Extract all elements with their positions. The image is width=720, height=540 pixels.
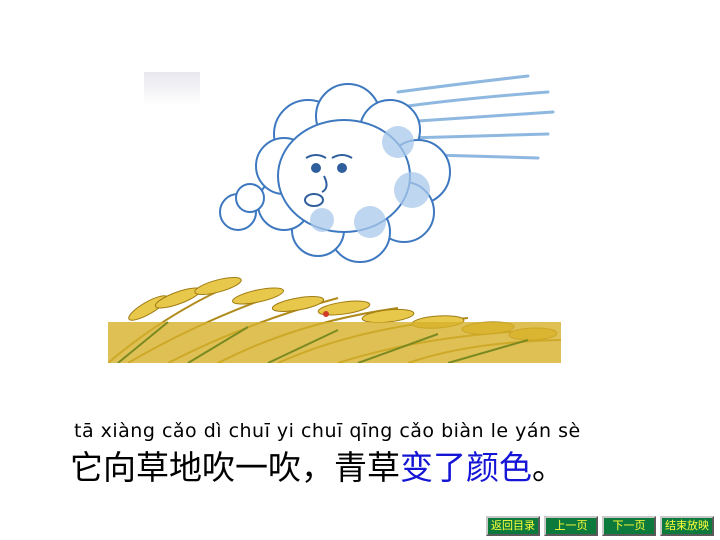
navigation-bar: 返回目录 上一页 下一页 结束放映 bbox=[486, 516, 714, 536]
previous-page-button[interactable]: 上一页 bbox=[544, 516, 598, 536]
sentence-line: 它向草地吹一吹，青草变了颜色。 bbox=[70, 444, 710, 492]
next-page-button[interactable]: 下一页 bbox=[602, 516, 656, 536]
end-show-button[interactable]: 结束放映 bbox=[660, 516, 714, 536]
wind-cloud-illustration bbox=[108, 72, 561, 363]
back-to-menu-button[interactable]: 返回目录 bbox=[486, 516, 540, 536]
pinyin-line: tā xiàng cǎo dì chuī yi chuī qīng cǎo bi… bbox=[74, 420, 581, 442]
sentence-plain-text: 它向草地吹一吹，青草 bbox=[70, 448, 400, 487]
wind-cloud-picture bbox=[108, 72, 561, 363]
sentence-end-punctuation: 。 bbox=[532, 448, 565, 487]
sentence-highlight-text: 变了颜色 bbox=[400, 448, 532, 487]
